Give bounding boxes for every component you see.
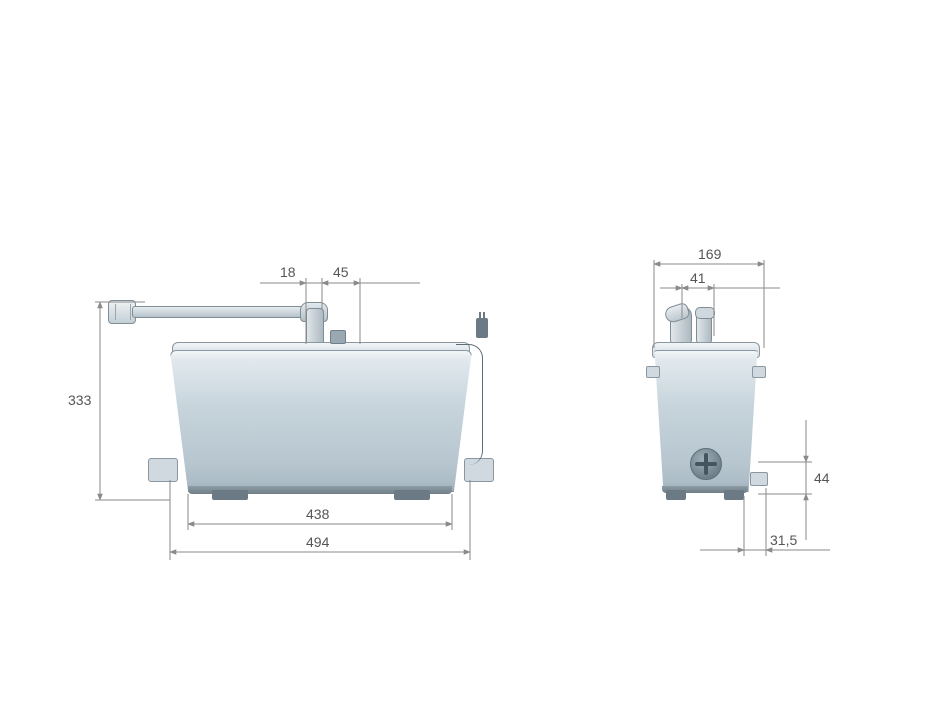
top-cap bbox=[330, 330, 346, 344]
foot-side-right bbox=[724, 490, 744, 500]
lid-tab-left bbox=[646, 366, 660, 378]
unit-body-front bbox=[170, 350, 472, 492]
top-fitting-elbow bbox=[670, 306, 692, 344]
power-cord bbox=[456, 344, 483, 465]
lid-tab-right bbox=[752, 366, 766, 378]
technical-drawing: 333 18 45 438 494 169 41 44 31,5 bbox=[0, 0, 940, 703]
top-fitting-valve bbox=[696, 314, 712, 344]
discharge-pipe-horizontal bbox=[132, 306, 304, 318]
dim-top-offset-large: 45 bbox=[333, 264, 349, 280]
foot-front-right bbox=[394, 490, 430, 500]
dim-top-offset-small: 18 bbox=[280, 264, 296, 280]
dim-base-inner: 438 bbox=[306, 506, 329, 522]
side-inlet-left bbox=[148, 458, 178, 482]
dim-side-fitting-gap: 41 bbox=[690, 270, 706, 286]
side-stub-outlet bbox=[750, 472, 768, 486]
power-plug bbox=[476, 318, 488, 338]
side-view bbox=[640, 300, 840, 560]
dim-side-width: 169 bbox=[698, 246, 721, 262]
foot-side-left bbox=[666, 490, 686, 500]
dim-side-foot-inset: 31,5 bbox=[770, 532, 797, 548]
front-inlet bbox=[690, 448, 722, 480]
dim-side-inlet-h: 44 bbox=[814, 470, 830, 486]
dim-height-overall: 333 bbox=[68, 392, 91, 408]
dim-base-outer: 494 bbox=[306, 534, 329, 550]
foot-front-left bbox=[212, 490, 248, 500]
